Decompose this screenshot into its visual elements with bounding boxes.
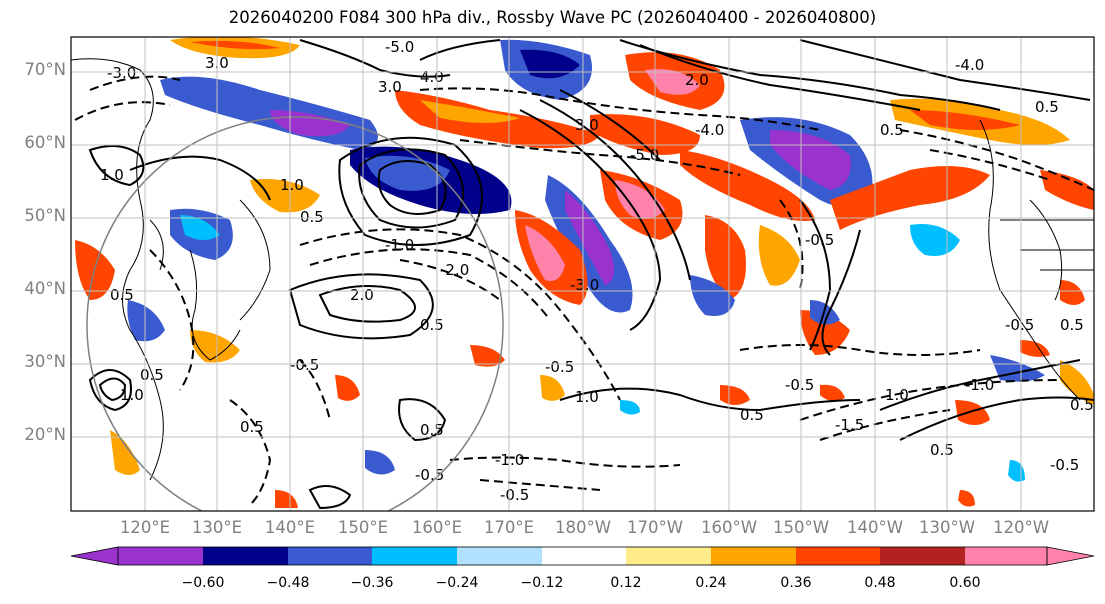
contour-label: 0.5: [300, 208, 324, 226]
contour-label: -0.5: [1050, 456, 1079, 474]
colorbar-tick: −0.12: [520, 575, 564, 591]
colorbar-tick: −0.24: [435, 575, 479, 591]
contour-label: 2.0: [350, 286, 374, 304]
map-plot-area: -5.0 3.0 4.0 3.0 -3.0 1.0 1.0 0.5 -1.0 -…: [71, 37, 1094, 511]
contour-label: 1.0: [120, 386, 144, 404]
lat-label: 30°N: [24, 352, 66, 371]
contour-label: -0.5: [545, 358, 574, 376]
lon-label: 140°E: [264, 518, 316, 537]
contour-label: 1.0: [575, 388, 599, 406]
lat-label: 50°N: [24, 206, 66, 225]
contour-label: 0.5: [930, 441, 954, 459]
lon-label: 170°W: [626, 518, 684, 537]
contour-label: -0.5: [785, 376, 814, 394]
lon-label: 160°W: [700, 518, 758, 537]
colorbar-tick: 0.48: [864, 575, 896, 591]
contour-label: -0.5: [805, 231, 834, 249]
lon-label: 170°E: [483, 518, 535, 537]
contour-label: -1.5: [835, 416, 864, 434]
contour-label: 1.0: [885, 386, 909, 404]
great-circle-outline: [86, 116, 504, 511]
lon-label: 120°E: [119, 518, 171, 537]
contour-label: -1.0: [385, 236, 414, 254]
contour-label: 0.5: [740, 406, 764, 424]
lon-label: 130°E: [191, 518, 243, 537]
lat-label: 20°N: [24, 425, 66, 444]
contour-label: 1.0: [100, 166, 124, 184]
contour-label: 0.5: [1070, 396, 1094, 414]
contour-label: 0.5: [110, 286, 134, 304]
lon-label: 180°W: [554, 518, 612, 537]
lon-label: 150°W: [772, 518, 830, 537]
contour-label: 0.5: [420, 421, 444, 439]
contour-label: -1.0: [965, 376, 994, 394]
colorbar-tick: −0.36: [350, 575, 394, 591]
contour-label: 2.0: [685, 71, 709, 89]
contour-label: -5.0: [385, 38, 414, 56]
map-frame: [70, 36, 1095, 512]
contour-label: 1.0: [280, 176, 304, 194]
contour-label-group: -5.0 3.0 4.0 3.0 -3.0 1.0 1.0 0.5 -1.0 -…: [100, 38, 1094, 504]
contour-label: 3.0: [378, 78, 402, 96]
gridlines: [71, 37, 1094, 511]
colorbar-tick: −0.48: [266, 575, 310, 591]
lon-label: 160°E: [411, 518, 463, 537]
contour-label: 0.5: [240, 418, 264, 436]
contour-label: -3.0: [570, 276, 599, 294]
contour-label: 0.5: [420, 316, 444, 334]
lat-label: 70°N: [24, 60, 66, 79]
lon-label: 120°W: [992, 518, 1050, 537]
contour-label: 4.0: [420, 68, 444, 86]
colorbar-tick: 0.12: [610, 575, 642, 591]
contour-label: -0.5: [290, 356, 319, 374]
contour-label: -0.5: [1005, 316, 1034, 334]
contour-label: -4.0: [695, 121, 724, 139]
contour-label: -5.0: [630, 146, 659, 164]
colorbar-tick: 0.24: [695, 575, 727, 591]
negative-contour-lines: [74, 75, 1094, 506]
colorbar-tick: 0.36: [780, 575, 812, 591]
contour-label: -3.0: [107, 64, 136, 82]
contour-label: -2.0: [440, 261, 469, 279]
lat-label: 40°N: [24, 279, 66, 298]
contour-label: 0.5: [1060, 316, 1084, 334]
contour-label: -4.0: [955, 56, 984, 74]
colorbar: [70, 546, 1095, 566]
contour-label: -1.0: [495, 451, 524, 469]
contour-label: 0.5: [880, 121, 904, 139]
colorbar-tick: −0.60: [181, 575, 225, 591]
colorbar-tick: 0.60: [949, 575, 981, 591]
contour-label: 3.0: [575, 116, 599, 134]
lat-label: 60°N: [24, 133, 66, 152]
contour-label: 0.5: [1035, 98, 1059, 116]
lon-label: 130°W: [918, 518, 976, 537]
contour-label: -0.5: [500, 486, 529, 504]
lon-label: 150°E: [337, 518, 389, 537]
lon-label: 140°W: [846, 518, 904, 537]
map-title: 2026040200 F084 300 hPa div., Rossby Wav…: [228, 8, 877, 27]
